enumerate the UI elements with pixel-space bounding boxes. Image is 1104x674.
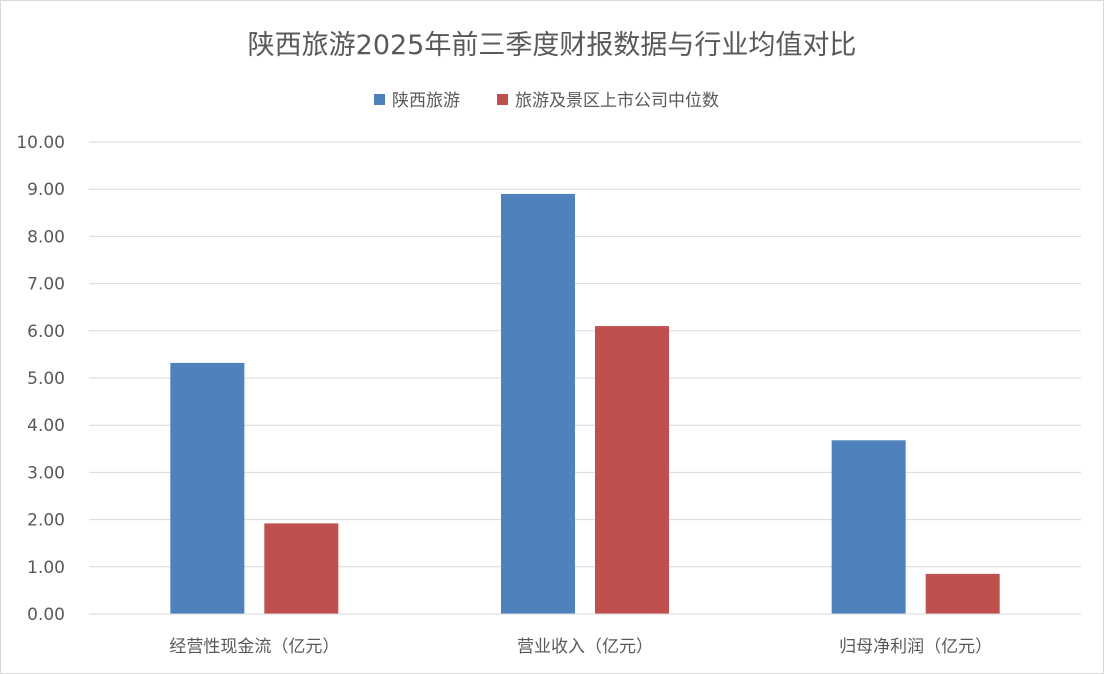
bar-shaanxi-tourism-3 — [831, 440, 906, 614]
y-tick-label: 4.00 — [27, 416, 65, 436]
category-labels: 经营性现金流（亿元） 营业收入（亿元） 归母净利润（亿元） — [169, 637, 992, 657]
bar-industry-median-2 — [595, 326, 669, 614]
bar-shaanxi-tourism-1 — [170, 362, 245, 614]
y-tick-label: 3.00 — [27, 463, 65, 483]
y-tick-label: 6.00 — [27, 322, 65, 342]
legend-swatch-industry-median — [497, 94, 508, 105]
category-label: 营业收入（亿元） — [517, 637, 653, 657]
y-tick-label: 7.00 — [27, 275, 65, 295]
bar-industry-median-1 — [264, 523, 339, 614]
gridlines — [89, 141, 1081, 568]
bar-industry-median-3 — [925, 573, 1000, 614]
bars — [170, 193, 1000, 615]
chart-title: 陕西旅游2025年前三季度财报数据与行业均值对比 — [248, 30, 857, 61]
legend: 陕西旅游 旅游及景区上市公司中位数 — [374, 91, 719, 111]
y-axis-tick-labels: 0.00 1.00 2.00 3.00 4.00 5.00 6.00 7.00 8.00 9.00… — [16, 133, 65, 625]
y-tick-label: 5.00 — [27, 369, 65, 389]
y-tick-label: 8.00 — [27, 227, 65, 247]
category-label: 经营性现金流（亿元） — [169, 637, 339, 657]
y-tick-label: 2.00 — [27, 511, 65, 531]
y-tick-label: 1.00 — [27, 558, 65, 578]
legend-swatch-shaanxi-tourism — [374, 94, 385, 105]
legend-label-industry-median: 旅游及景区上市公司中位数 — [515, 91, 719, 111]
legend-label-shaanxi-tourism: 陕西旅游 — [392, 91, 460, 111]
y-tick-label: 0.00 — [27, 605, 65, 625]
category-label: 归母净利润（亿元） — [839, 637, 992, 657]
y-tick-label: 9.00 — [27, 180, 65, 200]
y-tick-label: 10.00 — [16, 133, 65, 153]
bar-shaanxi-tourism-2 — [501, 193, 575, 615]
